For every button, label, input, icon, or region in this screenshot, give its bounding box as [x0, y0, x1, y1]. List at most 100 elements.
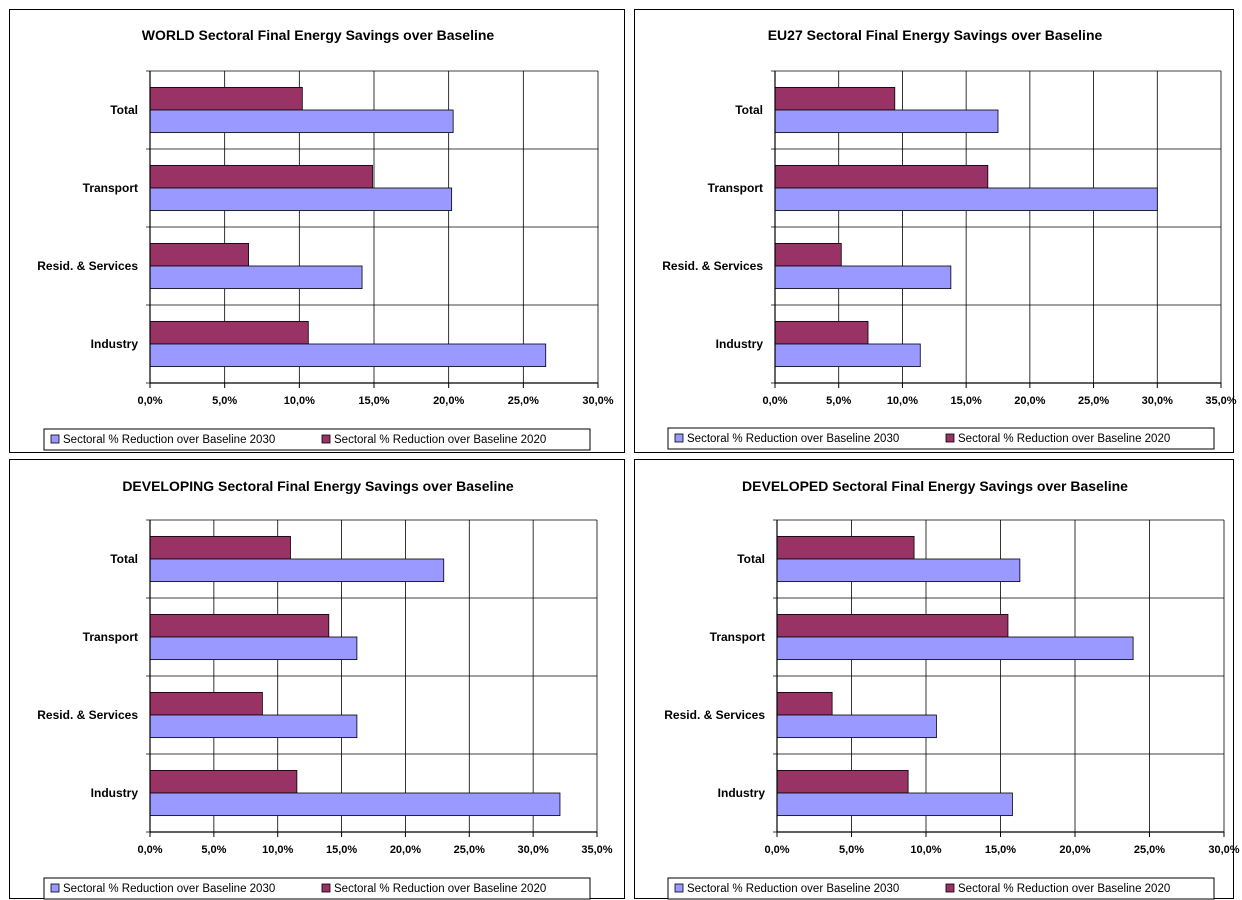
x-tick-label: 0,0% — [137, 395, 162, 407]
x-tick-label: 20,0% — [1014, 395, 1045, 407]
chart-eu27: EU27 Sectoral Final Energy Savings over … — [662, 27, 1237, 450]
bar-2030-transport — [776, 636, 1134, 661]
bar-2030-resid-services — [149, 714, 358, 739]
x-tick-label: 15,0% — [951, 395, 982, 407]
legend-swatch-2030 — [50, 434, 60, 444]
chart-title: DEVELOPING Sectoral Final Energy Savings… — [122, 478, 514, 494]
bar-2020-resid-services — [776, 691, 833, 716]
legend: Sectoral % Reduction over Baseline 2030 … — [667, 877, 1215, 900]
bar-2020-total — [149, 86, 303, 111]
plot-area: 0,0% 5,0% 10,0% 15,0% 20,0% 25,0% 30,0% 35,0% To… — [37, 519, 613, 856]
plot-area: 0,0% 5,0% 10,0% 15,0% 20,0% 25,0% 30,0% Total Tr… — [37, 70, 614, 407]
x-tick-label: 20,0% — [390, 844, 421, 856]
legend-label-2020: Sectoral % Reduction over Baseline 2020 — [334, 883, 546, 895]
category-label: Industry — [91, 786, 139, 800]
chart-title: WORLD Sectoral Final Energy Savings over… — [142, 27, 495, 43]
category-label: Resid. & Services — [662, 259, 763, 273]
x-tick-label: 5,0% — [201, 844, 226, 856]
category-label: Total — [735, 103, 763, 117]
plot-area: 0,0% 5,0% 10,0% 15,0% 20,0% 25,0% 30,0% Total Tr… — [664, 519, 1240, 856]
category-label: Transport — [708, 181, 763, 195]
x-tick-label: 0,0% — [762, 395, 787, 407]
bar-2020-total — [774, 86, 896, 111]
bar-2020-transport — [149, 164, 373, 189]
x-tick-label: 15,0% — [358, 395, 389, 407]
bar-2030-industry — [149, 343, 547, 368]
x-tick-label: 25,0% — [1134, 844, 1165, 856]
chart-world: WORLD Sectoral Final Energy Savings over… — [37, 27, 614, 451]
legend-swatch-2020 — [945, 883, 955, 893]
bar-2020-transport — [776, 613, 1009, 638]
legend: Sectoral % Reduction over Baseline 2030 … — [43, 428, 591, 451]
legend-swatch-2020 — [321, 883, 331, 893]
x-tick-label: 20,0% — [1059, 844, 1090, 856]
x-tick-label: 30,0% — [518, 844, 549, 856]
bar-2030-industry — [776, 792, 1013, 817]
legend-label-2020: Sectoral % Reduction over Baseline 2020 — [958, 433, 1170, 445]
category-label: Resid. & Services — [37, 708, 138, 722]
bar-2030-transport — [149, 636, 358, 661]
bar-2020-resid-services — [774, 242, 842, 267]
legend-swatch-2020 — [945, 433, 955, 443]
legend-swatch-2030 — [674, 433, 684, 443]
x-tick-label: 5,0% — [826, 395, 851, 407]
x-tick-label: 10,0% — [887, 395, 918, 407]
category-label: Transport — [83, 630, 138, 644]
category-label: Industry — [718, 786, 766, 800]
legend: Sectoral % Reduction over Baseline 2030 … — [43, 877, 591, 900]
x-tick-label: 5,0% — [839, 844, 864, 856]
x-tick-label: 10,0% — [262, 844, 293, 856]
bar-2030-total — [149, 109, 454, 134]
plot-area: 0,0% 5,0% 10,0% 15,0% 20,0% 25,0% 30,0% 35,0% To… — [662, 70, 1237, 407]
chart-panel-developed: DEVELOPED Sectoral Final Energy Savings … — [634, 459, 1240, 900]
x-tick-label: 25,0% — [508, 395, 539, 407]
x-tick-label: 30,0% — [1142, 395, 1173, 407]
x-tick-label: 25,0% — [454, 844, 485, 856]
bar-2030-total — [776, 558, 1021, 583]
bar-2030-resid-services — [149, 265, 363, 290]
bar-2030-total — [149, 558, 445, 583]
category-label: Total — [110, 103, 138, 117]
x-tick-label: 20,0% — [433, 395, 464, 407]
x-tick-label: 15,0% — [985, 844, 1016, 856]
chart-panel-eu27: EU27 Sectoral Final Energy Savings over … — [634, 9, 1237, 453]
bar-2030-transport — [149, 187, 453, 212]
legend-label-2030: Sectoral % Reduction over Baseline 2030 — [687, 883, 899, 895]
legend-label-2030: Sectoral % Reduction over Baseline 2030 — [687, 433, 899, 445]
x-tick-label: 5,0% — [212, 395, 237, 407]
category-label: Resid. & Services — [664, 708, 765, 722]
bar-2030-total — [774, 109, 999, 134]
x-tick-label: 0,0% — [764, 844, 789, 856]
category-label: Transport — [83, 181, 138, 195]
chart-title: EU27 Sectoral Final Energy Savings over … — [768, 27, 1103, 43]
category-label: Industry — [716, 337, 764, 351]
legend-box — [43, 428, 591, 451]
chart-developed: DEVELOPED Sectoral Final Energy Savings … — [664, 478, 1240, 900]
bar-2020-industry — [149, 320, 309, 345]
legend-swatch-2030 — [674, 883, 684, 893]
x-tick-label: 15,0% — [326, 844, 357, 856]
bar-2020-industry — [149, 769, 298, 794]
x-tick-label: 25,0% — [1078, 395, 1109, 407]
bar-2030-resid-services — [776, 714, 937, 739]
legend-label-2030: Sectoral % Reduction over Baseline 2030 — [63, 883, 275, 895]
bar-2030-industry — [149, 792, 561, 817]
category-label: Resid. & Services — [37, 259, 138, 273]
legend-label-2020: Sectoral % Reduction over Baseline 2020 — [958, 883, 1170, 895]
bar-2020-total — [776, 535, 915, 560]
chart-panel-developing: DEVELOPING Sectoral Final Energy Savings… — [9, 459, 625, 900]
bar-2020-total — [149, 535, 291, 560]
legend: Sectoral % Reduction over Baseline 2030 … — [667, 427, 1215, 450]
bar-2020-transport — [774, 164, 989, 189]
x-tick-label: 30,0% — [1208, 844, 1239, 856]
legend-swatch-2030 — [50, 883, 60, 893]
x-tick-label: 35,0% — [1205, 395, 1236, 407]
x-tick-label: 0,0% — [137, 844, 162, 856]
category-label: Transport — [710, 630, 765, 644]
legend-label-2020: Sectoral % Reduction over Baseline 2020 — [334, 434, 546, 446]
category-label: Total — [110, 552, 138, 566]
x-tick-label: 10,0% — [284, 395, 315, 407]
legend-swatch-2020 — [321, 434, 331, 444]
category-label: Total — [737, 552, 765, 566]
category-label: Industry — [91, 337, 139, 351]
